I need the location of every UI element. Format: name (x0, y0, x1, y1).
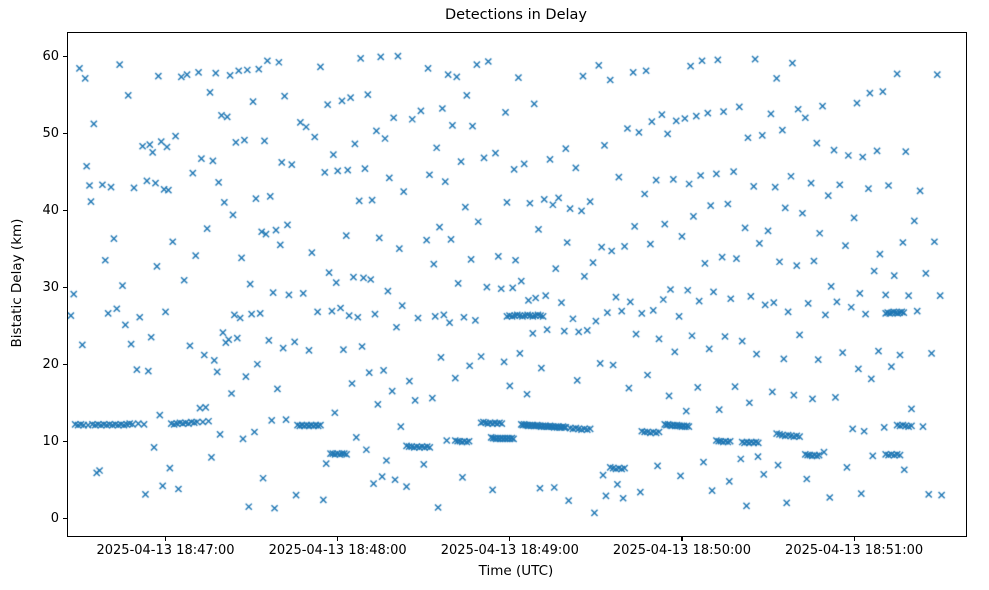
y-tick-label: 50 (42, 125, 59, 141)
x-tick-label: 2025-04-13 18:48:00 (268, 543, 407, 558)
y-axis-label: Bistatic Delay (km) (9, 218, 25, 348)
x-tick-label: 2025-04-13 18:49:00 (440, 543, 579, 558)
y-tick-label: 0 (50, 510, 59, 526)
chart-title: Detections in Delay (444, 7, 587, 23)
x-tick-mark (509, 537, 511, 541)
x-axis-label: Time (UTC) (478, 563, 554, 579)
x-tick-label: 2025-04-13 18:47:00 (96, 543, 235, 558)
x-tick-label: 2025-04-13 18:50:00 (612, 543, 751, 558)
x-tick-mark (164, 537, 167, 541)
x-tick-label: 2025-04-13 18:51:00 (785, 543, 924, 558)
y-tick-label: 60 (42, 48, 59, 64)
x-tick-mark (853, 537, 855, 541)
plot-area (67, 32, 967, 537)
y-tick-label: 10 (42, 433, 59, 449)
x-tick-mark (681, 537, 683, 541)
x-tick-mark (337, 537, 339, 541)
scatter-canvas (68, 33, 966, 536)
